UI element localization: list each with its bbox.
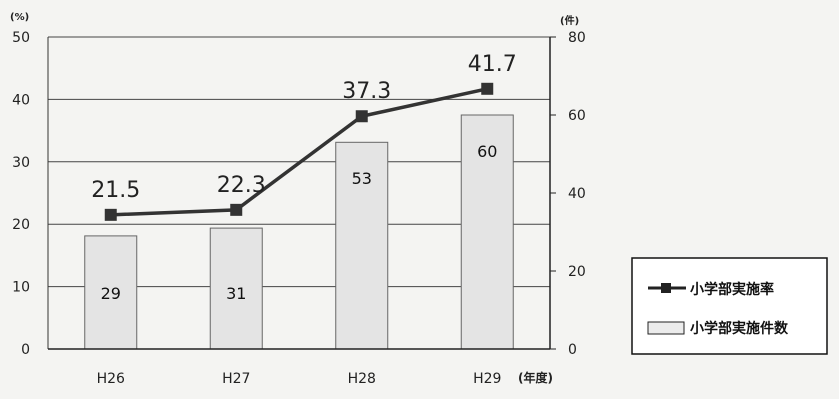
left-tick-label: 50	[12, 30, 30, 46]
legend-line-marker	[661, 283, 671, 293]
line-series	[104, 82, 494, 221]
bar	[335, 141, 389, 350]
bar-series	[84, 114, 514, 350]
right-axis-unit: (件)	[560, 14, 579, 27]
left-tick-label: 30	[12, 155, 30, 171]
left-tick-label: 0	[21, 342, 30, 358]
left-axis-unit: (%)	[10, 12, 29, 23]
line-value-label: 22.3	[217, 173, 266, 198]
right-tick-label: 0	[568, 342, 577, 358]
axes: 0 10 20 30 40 50 0 20 40 60 80 H26 H27 H28 H29	[12, 30, 586, 387]
legend: 小学部実施率 小学部実施件数	[631, 257, 828, 355]
bar-value-label: 29	[101, 284, 121, 303]
line-value-label: 37.3	[342, 79, 391, 104]
legend-line-label: 小学部実施率	[690, 281, 774, 298]
labels: 29 31 53 60 21.5 22.3 37.3 41.7	[91, 52, 516, 303]
bar-value-label: 31	[226, 284, 246, 303]
line-marker	[230, 203, 243, 216]
bar	[460, 114, 514, 350]
line-marker	[104, 208, 117, 221]
legend-box	[631, 257, 828, 355]
bar-value-label: 60	[477, 142, 497, 161]
right-tick-label: 20	[568, 264, 586, 280]
x-axis-unit: (年度)	[518, 370, 553, 385]
category-label: H26	[97, 371, 125, 387]
series-line	[110, 87, 488, 217]
category-label: H28	[348, 371, 376, 387]
left-tick-label: 40	[12, 92, 30, 108]
line-marker	[355, 110, 368, 123]
category-label: H29	[473, 371, 501, 387]
line-value-label: 21.5	[91, 178, 140, 203]
legend-bar-label: 小学部実施件数	[690, 320, 789, 337]
legend-bar-swatch	[647, 321, 685, 335]
bar	[84, 235, 138, 350]
line-value-label: 41.7	[468, 52, 517, 77]
bar-value-label: 53	[352, 169, 372, 188]
right-tick-label: 80	[568, 30, 586, 46]
left-tick-label: 10	[12, 280, 30, 296]
category-label: H27	[222, 371, 250, 387]
line-marker	[481, 82, 494, 95]
right-tick-label: 40	[568, 186, 586, 202]
right-tick-label: 60	[568, 108, 586, 124]
left-tick-label: 20	[12, 217, 30, 233]
